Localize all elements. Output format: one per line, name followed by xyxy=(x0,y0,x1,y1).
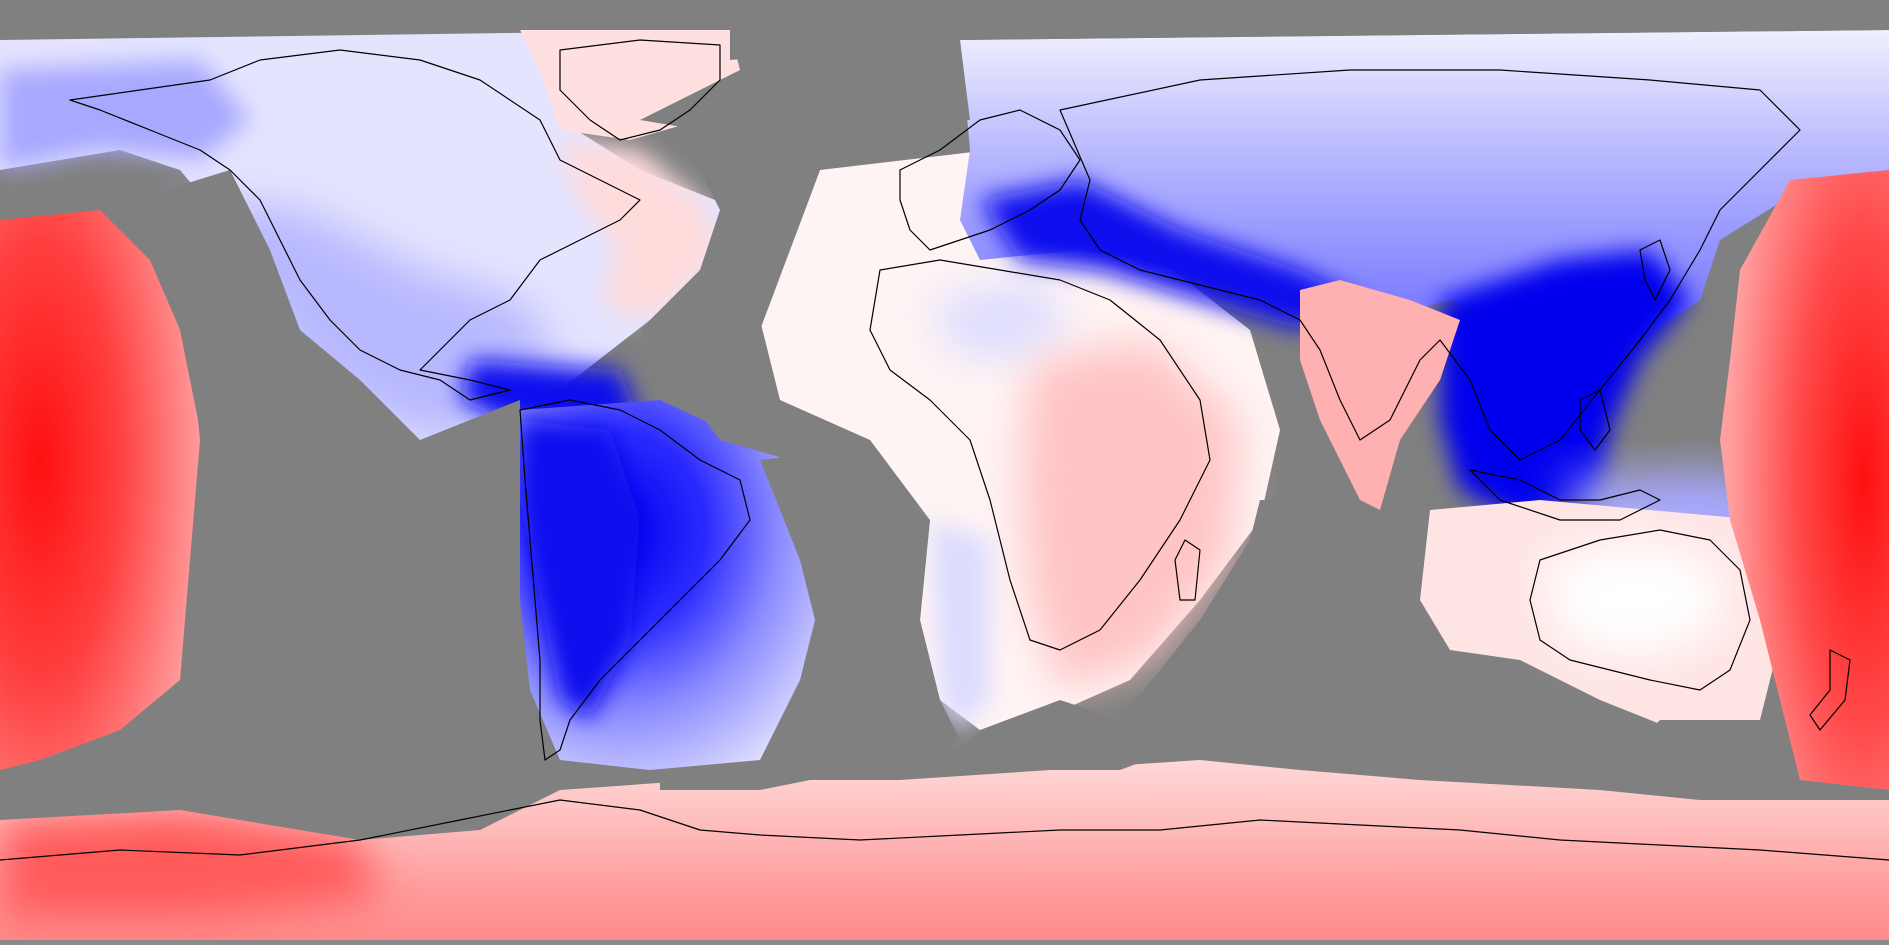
east-asia-core xyxy=(1440,250,1690,520)
pacific-west-red xyxy=(0,210,200,770)
alaska-blue xyxy=(0,60,250,170)
coastline-madagascar xyxy=(1174,539,1201,601)
coastline-indonesia xyxy=(1469,469,1661,521)
atlantic-south-lightblue xyxy=(930,520,990,730)
coastline-antarctica xyxy=(0,799,1889,861)
north-atlantic-field xyxy=(560,140,720,320)
coastline-greenland xyxy=(559,39,721,141)
coastline-south-america xyxy=(519,399,751,761)
south-america-core xyxy=(520,420,640,720)
southern-ocean-west-red xyxy=(0,810,380,920)
africa-pink xyxy=(1020,340,1240,690)
mediterranean-asia-core xyxy=(980,180,1360,330)
india-field xyxy=(1300,280,1460,510)
australia-white xyxy=(1540,540,1720,660)
no-data-oceans xyxy=(0,0,1889,840)
coastline-new-zealand xyxy=(1809,649,1851,731)
coastline-north-america xyxy=(69,49,641,401)
coastline-japan xyxy=(1639,239,1671,301)
coastline-philippines xyxy=(1579,389,1611,451)
coastlines xyxy=(0,39,1889,861)
west-africa-blue xyxy=(930,280,1070,360)
pacific-east-red xyxy=(1720,170,1889,790)
bottom-seam xyxy=(0,940,1889,945)
coastline-australia xyxy=(1529,529,1751,691)
coastline-africa xyxy=(869,259,1211,651)
coastline-asia xyxy=(1059,69,1801,461)
coastline-europe xyxy=(899,109,1081,251)
